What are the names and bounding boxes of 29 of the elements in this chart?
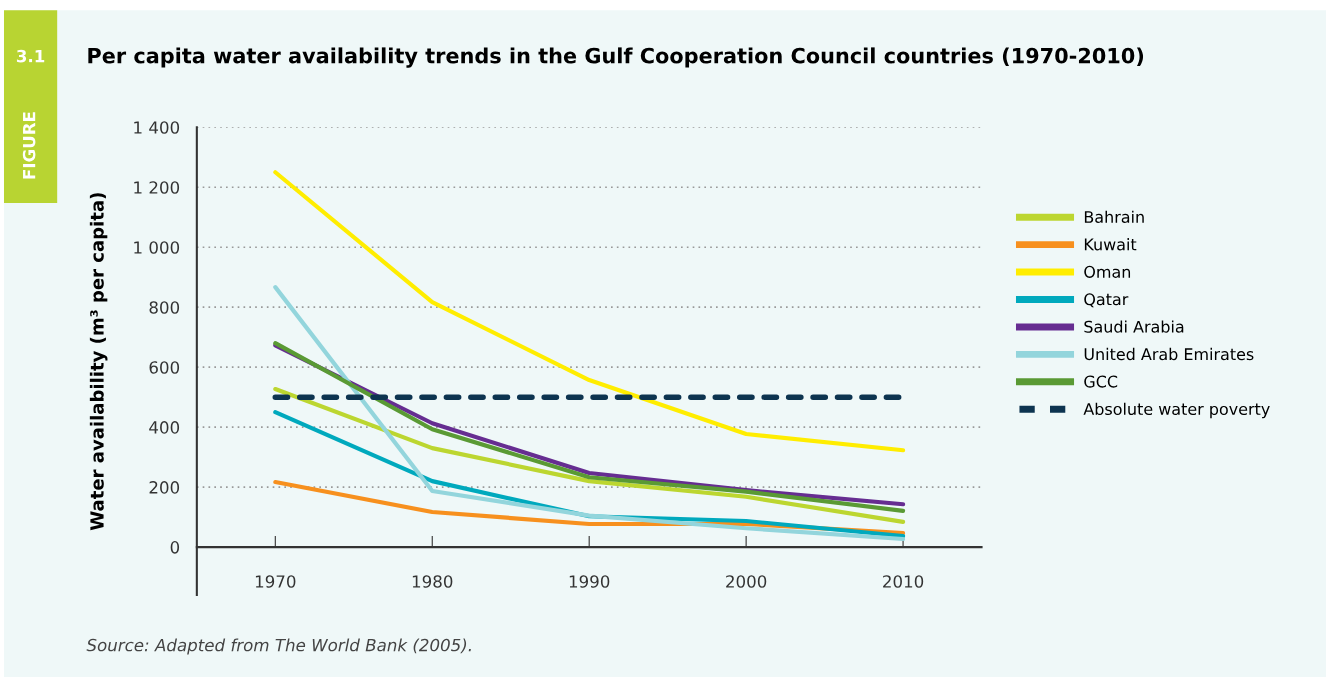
y-tick-label: 600 <box>149 361 180 374</box>
x-tick-label: 2000 <box>726 575 767 588</box>
y-tick-label: 1 400 <box>134 121 180 134</box>
legend-label: Saudi Arabia <box>1084 320 1184 333</box>
y-tick-label: 400 <box>149 421 180 434</box>
text: FIGURE <box>22 112 36 179</box>
y-tick-label: 1 000 <box>134 241 180 254</box>
y-axis-title: Water availability (m³ per capita) <box>89 193 108 531</box>
legend-label: Oman <box>1084 265 1131 278</box>
y-tick-label: 200 <box>149 481 180 494</box>
legend-label: Bahrain <box>1084 210 1144 223</box>
y-tick-label: 800 <box>149 301 180 314</box>
line-series <box>273 170 906 453</box>
line-series <box>273 285 906 542</box>
source-note: Source: Adapted from The World Bank (2005). <box>86 638 471 655</box>
x-tick-label: 1980 <box>412 575 453 588</box>
legend-label: Absolute water poverty <box>1083 402 1270 419</box>
y-tick-label: 0 <box>170 541 180 554</box>
text: 3.1 <box>16 49 45 63</box>
legend-label: Kuwait <box>1084 238 1137 251</box>
chart-title: Per capita water availability trends in the Gulf Cooperation Council countries (1970-2010) <box>88 47 1144 68</box>
line-series <box>273 386 906 524</box>
x-tick-label: 1990 <box>569 575 610 588</box>
legend-label: Qatar <box>1084 293 1129 308</box>
legend-label: United Arab Emirates <box>1084 347 1254 361</box>
x-tick-label: 2010 <box>883 575 924 588</box>
y-tick-label: 1 200 <box>134 181 180 194</box>
x-tick-label: 1970 <box>255 575 296 588</box>
legend-label: GCC <box>1084 375 1118 388</box>
